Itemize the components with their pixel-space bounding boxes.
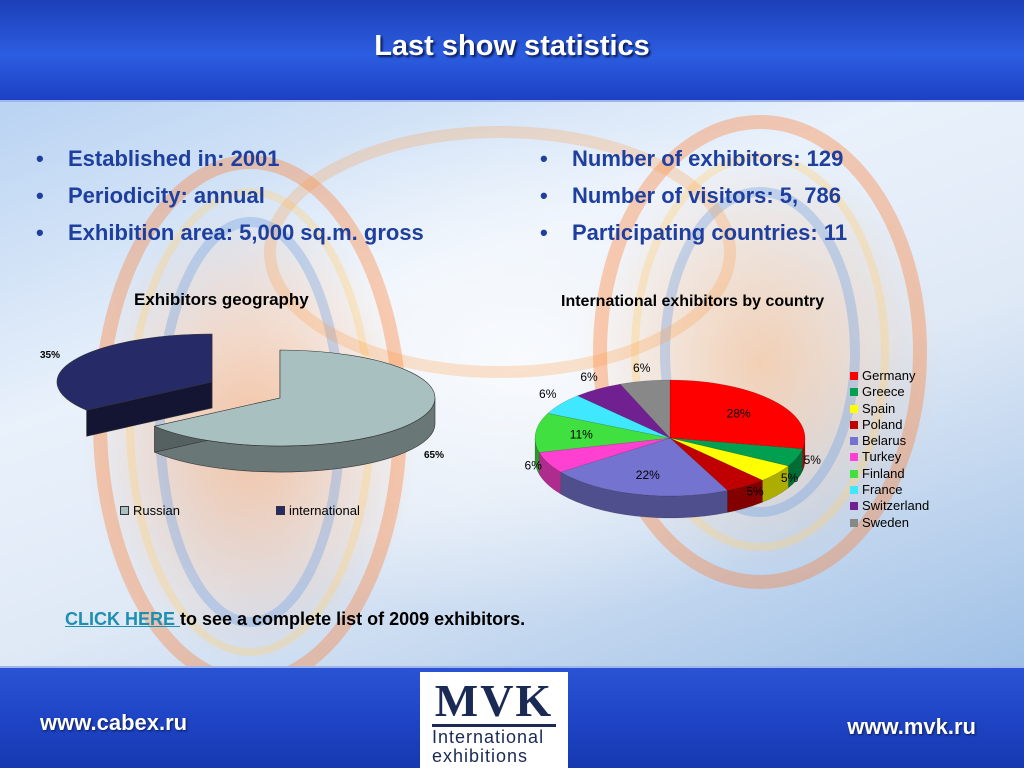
country-chart-title: International exhibitors by country [561,293,825,310]
legend-item-finland: Finland [850,466,929,482]
show-counts-list: Number of exhibitors: 129 Number of visi… [534,140,847,251]
legend-item-germany: Germany [850,368,929,384]
data-label-switzerland: 6% [580,370,598,384]
pie-top-russian [153,349,436,447]
legend-item-russian: Russian [120,503,180,518]
click-here-link[interactable]: CLICK HERE [65,609,181,629]
legend-label: Sweden [862,514,909,530]
legend-label: Greece [862,384,905,400]
footer-banner: www.cabex.ru MVK International exhibitio… [0,666,1024,768]
pie-slice-switzerland [576,383,671,439]
logo-subtitle-line2: exhibitions [432,746,529,766]
legend-label: Spain [862,400,896,416]
legend-item-belarus: Belarus [850,433,929,449]
list-item: Number of exhibitors: 129 [534,140,847,177]
legend-label: Poland [862,416,903,432]
logo-subtitle-line1: International [432,727,545,747]
legend-swatch [850,404,858,413]
data-label-germany: 28% [727,407,751,421]
legend-item-switzerland: Switzerland [850,498,929,514]
list-item: Number of visitors: 5, 786 [534,177,847,214]
pie-slice-international [56,333,213,437]
data-labels: 28% 5% 5% 5% 22% 6% 11% 6% 6% 6% [525,361,822,499]
legend-swatch [850,437,858,446]
mvk-logo: MVK International exhibitions [420,672,568,768]
page-title: Last show statistics [374,30,650,62]
data-label-poland: 5% [746,485,764,499]
logo-wordmark: MVK [434,675,554,726]
pie-side-turkey [538,451,562,495]
data-label-spain: 5% [781,471,799,485]
geography-pie-chart: 65% 35% [40,333,444,473]
pie-slice-sweden [619,379,671,439]
logo-divider [432,724,556,727]
pie-slice-finland [534,413,671,453]
data-label-turkey: 6% [525,459,543,473]
data-label-belarus: 22% [636,468,660,482]
data-label-sweden: 6% [633,361,651,375]
cta-text: to see a complete list of 2009 exhibitor… [180,609,526,629]
legend-item-international: international [276,503,360,518]
pie-slice-russian [153,349,436,473]
legend-item-france: France [850,482,929,498]
pie-slice-spain [669,437,789,481]
pie-slice-germany [669,379,806,450]
legend-label: Turkey [862,449,902,465]
pie-slice-poland [669,437,764,491]
legend-swatch [850,388,858,397]
legend-item-spain: Spain [850,401,929,417]
data-label-international: 35% [40,350,60,361]
legend-label: Belarus [862,433,907,449]
data-label-russian: 65% [424,450,444,461]
country-legend: Germany Greece Spain Poland Belarus Turkey Fin… [850,368,929,531]
legend-item-greece: Greece [850,384,929,400]
list-item: Periodicity: annual [30,177,424,214]
data-label-france: 6% [539,387,557,401]
pie-slice-turkey [538,437,671,473]
legend-swatch [850,420,858,429]
data-label-greece: 5% [804,453,822,467]
legend-label: Finland [862,465,905,481]
legend-swatch [850,502,858,511]
country-pie-chart: 28% 5% 5% 5% 22% 6% 11% 6% 6% 6% [525,361,822,519]
legend-label: Russian [133,503,180,518]
legend-label: France [862,482,903,498]
legend-item-sweden: Sweden [850,515,929,531]
legend-swatch [850,486,858,495]
legend-swatch [120,506,129,515]
legend-label: international [289,503,360,518]
legend-swatch [850,372,858,380]
data-label-finland: 11% [570,427,593,441]
legend-label: Germany [862,368,916,383]
legend-item-turkey: Turkey [850,449,929,465]
cabex-url-link[interactable]: www.cabex.ru [40,710,188,735]
legend-swatch [276,506,285,515]
legend-swatch [850,469,858,478]
legend-swatch [850,453,858,462]
pie-slice-belarus [560,437,729,497]
show-facts-list: Established in: 2001 Periodicity: annual… [30,140,424,251]
legend-label: Switzerland [862,498,930,514]
mvk-url-link[interactable]: www.mvk.ru [847,714,976,739]
pie-slice-france [547,395,671,439]
list-item: Exhibition area: 5,000 sq.m. gross [30,214,424,251]
legend-swatch [850,518,858,527]
pie-slice-greece [669,437,803,467]
geography-chart-title: Exhibitors geography [134,290,309,309]
list-item: Established in: 2001 [30,140,424,177]
legend-item-poland: Poland [850,417,929,433]
header-banner: Last show statistics [0,0,1024,102]
list-item: Participating countries: 11 [534,214,847,251]
pie-top-international [56,333,213,411]
exhibitor-list-cta: CLICK HERE to see a complete list of 200… [65,609,525,630]
content-area: Established in: 2001 Periodicity: annual… [0,102,1024,666]
